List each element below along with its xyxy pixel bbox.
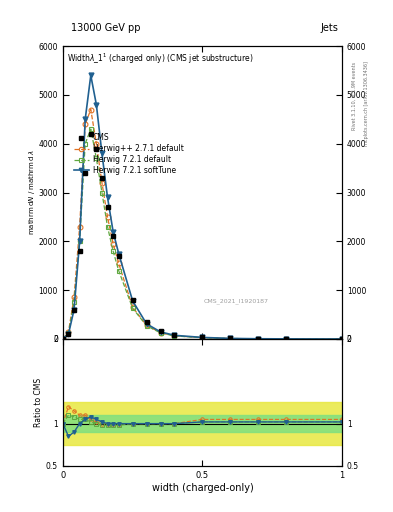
Herwig 7.2.1 default (66, 330, 71, 336)
CMS (94, 145, 99, 152)
Herwig++ 2.7.1 default (77, 224, 82, 230)
CMS (172, 332, 177, 338)
CMS (340, 336, 344, 342)
Y-axis label: Ratio to CMS: Ratio to CMS (34, 378, 43, 427)
Herwig 7.2.1 default (200, 335, 205, 341)
Bar (63, 415, 342, 432)
CMS (105, 204, 110, 210)
CMS (88, 131, 93, 137)
Herwig 7.2.1 softTune (61, 336, 65, 342)
Herwig++ 2.7.1 default (256, 336, 261, 342)
Herwig++ 2.7.1 default (200, 334, 205, 340)
Herwig++ 2.7.1 default (61, 336, 65, 342)
CMS (144, 319, 149, 325)
Herwig 7.2.1 default (88, 126, 93, 132)
Herwig 7.2.1 softTune (144, 321, 149, 327)
Herwig 7.2.1 default (77, 238, 82, 244)
Herwig 7.2.1 softTune (200, 334, 205, 340)
Text: Jets: Jets (320, 23, 338, 33)
CMS (158, 328, 163, 334)
Line: Herwig 7.2.1 default: Herwig 7.2.1 default (61, 126, 344, 342)
Herwig 7.2.1 default (284, 336, 288, 342)
Herwig 7.2.1 softTune (116, 250, 121, 257)
Herwig 7.2.1 softTune (72, 307, 76, 313)
Herwig++ 2.7.1 default (172, 333, 177, 339)
Herwig 7.2.1 default (228, 335, 233, 342)
Line: Herwig 7.2.1 softTune: Herwig 7.2.1 softTune (61, 73, 344, 342)
X-axis label: width (charged-only): width (charged-only) (152, 482, 253, 493)
Herwig 7.2.1 softTune (88, 72, 93, 78)
Text: CMS_2021_I1920187: CMS_2021_I1920187 (204, 298, 268, 304)
Text: Width$\lambda\_1^1$ (charged only) (CMS jet substructure): Width$\lambda\_1^1$ (charged only) (CMS … (67, 52, 254, 67)
Herwig++ 2.7.1 default (105, 214, 110, 220)
Herwig 7.2.1 default (116, 268, 121, 274)
Text: Rivet 3.1.10, ≥ 1.9M events: Rivet 3.1.10, ≥ 1.9M events (352, 61, 357, 130)
Herwig 7.2.1 softTune (256, 336, 261, 342)
CMS (111, 233, 116, 240)
CMS (83, 170, 88, 176)
Herwig 7.2.1 default (340, 336, 344, 342)
CMS (228, 335, 233, 342)
Bar (63, 402, 342, 445)
Legend: CMS, Herwig++ 2.7.1 default, Herwig 7.2.1 default, Herwig 7.2.1 softTune: CMS, Herwig++ 2.7.1 default, Herwig 7.2.… (72, 132, 185, 177)
Herwig 7.2.1 softTune (172, 332, 177, 338)
Herwig 7.2.1 softTune (130, 298, 135, 304)
Herwig 7.2.1 softTune (340, 336, 344, 342)
CMS (284, 336, 288, 342)
Herwig++ 2.7.1 default (72, 294, 76, 301)
Herwig 7.2.1 softTune (158, 329, 163, 335)
Herwig 7.2.1 softTune (83, 116, 88, 122)
CMS (77, 248, 82, 254)
Y-axis label: $\mathrm{mathrm\,d}N$ / $\mathrm{mathrm\,d}\,\lambda$: $\mathrm{mathrm\,d}N$ / $\mathrm{mathrm\… (27, 150, 37, 236)
Text: mcplots.cern.ch [arXiv:1306.3436]: mcplots.cern.ch [arXiv:1306.3436] (364, 61, 369, 146)
Herwig 7.2.1 default (94, 155, 99, 161)
Herwig 7.2.1 default (144, 323, 149, 329)
Herwig++ 2.7.1 default (88, 106, 93, 113)
CMS (72, 307, 76, 313)
CMS (61, 336, 65, 342)
Herwig++ 2.7.1 default (228, 335, 233, 342)
Herwig++ 2.7.1 default (116, 260, 121, 266)
Herwig++ 2.7.1 default (144, 322, 149, 328)
Herwig 7.2.1 softTune (284, 336, 288, 342)
Text: 13000 GeV pp: 13000 GeV pp (71, 23, 140, 33)
Herwig++ 2.7.1 default (340, 336, 344, 342)
Herwig 7.2.1 default (172, 333, 177, 339)
Herwig 7.2.1 default (72, 300, 76, 306)
Herwig++ 2.7.1 default (94, 141, 99, 147)
Herwig 7.2.1 softTune (99, 151, 104, 157)
CMS (256, 335, 261, 342)
Herwig 7.2.1 softTune (77, 238, 82, 244)
Herwig 7.2.1 default (111, 248, 116, 254)
Herwig 7.2.1 default (130, 305, 135, 311)
Herwig++ 2.7.1 default (99, 180, 104, 186)
Herwig 7.2.1 softTune (228, 335, 233, 342)
Herwig 7.2.1 default (61, 336, 65, 342)
Herwig++ 2.7.1 default (158, 330, 163, 336)
Herwig 7.2.1 default (99, 189, 104, 196)
Herwig 7.2.1 default (256, 336, 261, 342)
Herwig 7.2.1 softTune (66, 331, 71, 337)
Line: CMS: CMS (61, 132, 344, 342)
CMS (66, 331, 71, 337)
Herwig 7.2.1 default (83, 141, 88, 147)
CMS (99, 175, 104, 181)
Herwig 7.2.1 softTune (111, 228, 116, 234)
Herwig 7.2.1 softTune (105, 195, 110, 201)
CMS (200, 334, 205, 340)
CMS (130, 297, 135, 303)
Herwig++ 2.7.1 default (130, 304, 135, 310)
Herwig++ 2.7.1 default (284, 336, 288, 342)
CMS (116, 253, 121, 259)
Herwig++ 2.7.1 default (66, 329, 71, 335)
Herwig 7.2.1 softTune (94, 101, 99, 108)
Herwig++ 2.7.1 default (111, 241, 116, 247)
Herwig++ 2.7.1 default (83, 121, 88, 127)
Herwig 7.2.1 default (105, 224, 110, 230)
Herwig 7.2.1 default (158, 330, 163, 336)
Line: Herwig++ 2.7.1 default: Herwig++ 2.7.1 default (61, 107, 344, 342)
